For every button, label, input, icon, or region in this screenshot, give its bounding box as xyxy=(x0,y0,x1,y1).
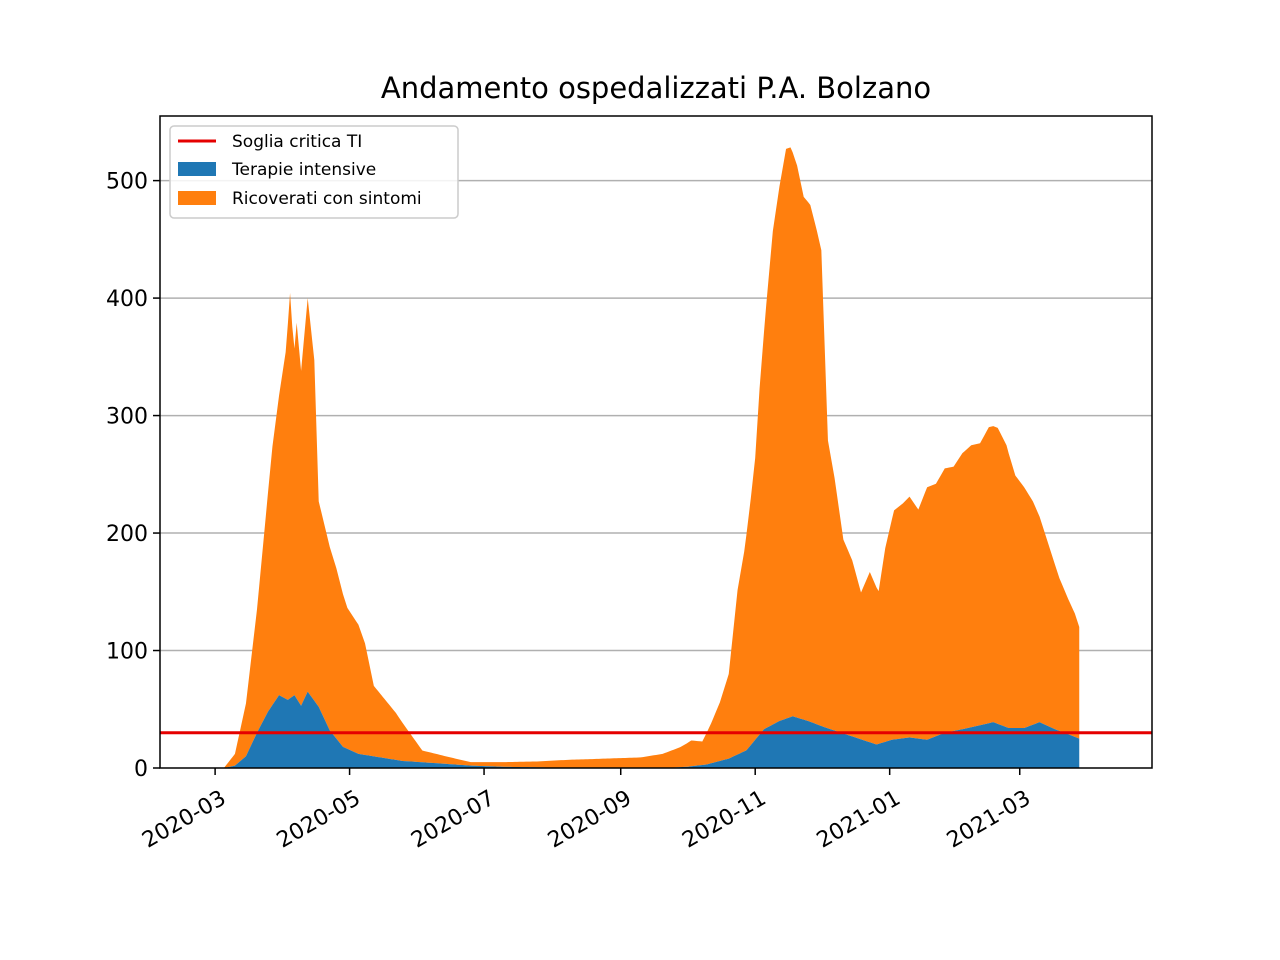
legend-label: Terapie intensive xyxy=(231,160,376,180)
legend-label: Soglia critica TI xyxy=(232,132,362,152)
y-axis: 0 100 200 300 400 500 xyxy=(106,170,160,782)
chart-title: Andamento ospedalizzati P.A. Bolzano xyxy=(381,71,931,105)
y-tick-label: 200 xyxy=(106,522,148,547)
y-tick-label: 500 xyxy=(106,170,148,195)
plot-frame xyxy=(159,115,1153,769)
legend-label: Ricoverati con sintomi xyxy=(232,189,422,209)
y-tick-label: 0 xyxy=(134,757,148,782)
stacked-areas xyxy=(223,147,1080,768)
legend-swatch-box xyxy=(178,191,216,205)
y-tick-label: 300 xyxy=(106,405,148,430)
legend-box xyxy=(169,125,459,219)
legend: Soglia critica TI Terapie intensive Ricove… xyxy=(169,125,459,219)
area-ricoverati-con-sintomi xyxy=(223,147,1080,768)
area-terapie-intensive xyxy=(223,691,1080,768)
y-tick-label: 100 xyxy=(106,640,148,665)
y-tick-label: 400 xyxy=(106,287,148,312)
legend-swatch-box xyxy=(178,162,216,176)
